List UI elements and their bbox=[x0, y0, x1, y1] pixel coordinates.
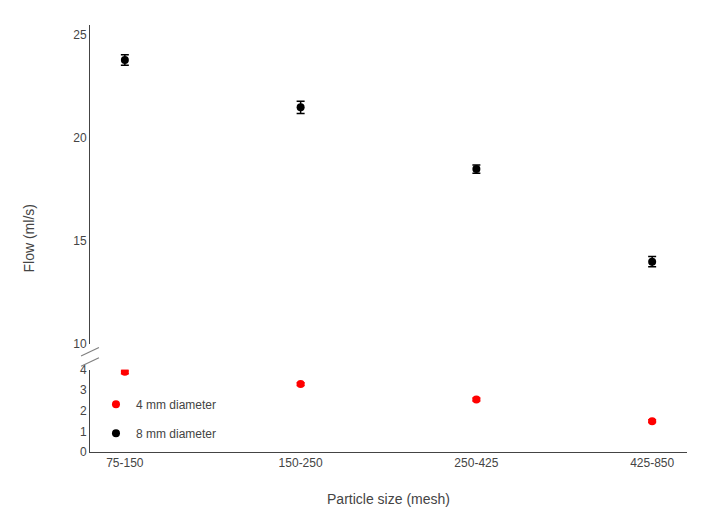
svg-text:2: 2 bbox=[80, 404, 87, 418]
svg-text:20: 20 bbox=[73, 131, 87, 145]
svg-text:250-425: 250-425 bbox=[454, 456, 498, 470]
svg-text:150-250: 150-250 bbox=[279, 456, 323, 470]
svg-text:Particle size (mesh): Particle size (mesh) bbox=[327, 491, 450, 507]
svg-text:1: 1 bbox=[80, 425, 87, 439]
svg-text:3: 3 bbox=[80, 383, 87, 397]
svg-text:425-850: 425-850 bbox=[630, 456, 674, 470]
svg-text:Flow (ml/s): Flow (ml/s) bbox=[21, 204, 37, 272]
svg-text:4: 4 bbox=[80, 363, 87, 377]
svg-text:10: 10 bbox=[73, 337, 87, 351]
svg-text:25: 25 bbox=[73, 28, 87, 42]
svg-text:75-150: 75-150 bbox=[106, 456, 144, 470]
svg-text:8 mm diameter: 8 mm diameter bbox=[136, 427, 216, 441]
svg-text:15: 15 bbox=[73, 234, 87, 248]
svg-text:0: 0 bbox=[80, 445, 87, 459]
svg-text:4 mm diameter: 4 mm diameter bbox=[136, 398, 216, 412]
